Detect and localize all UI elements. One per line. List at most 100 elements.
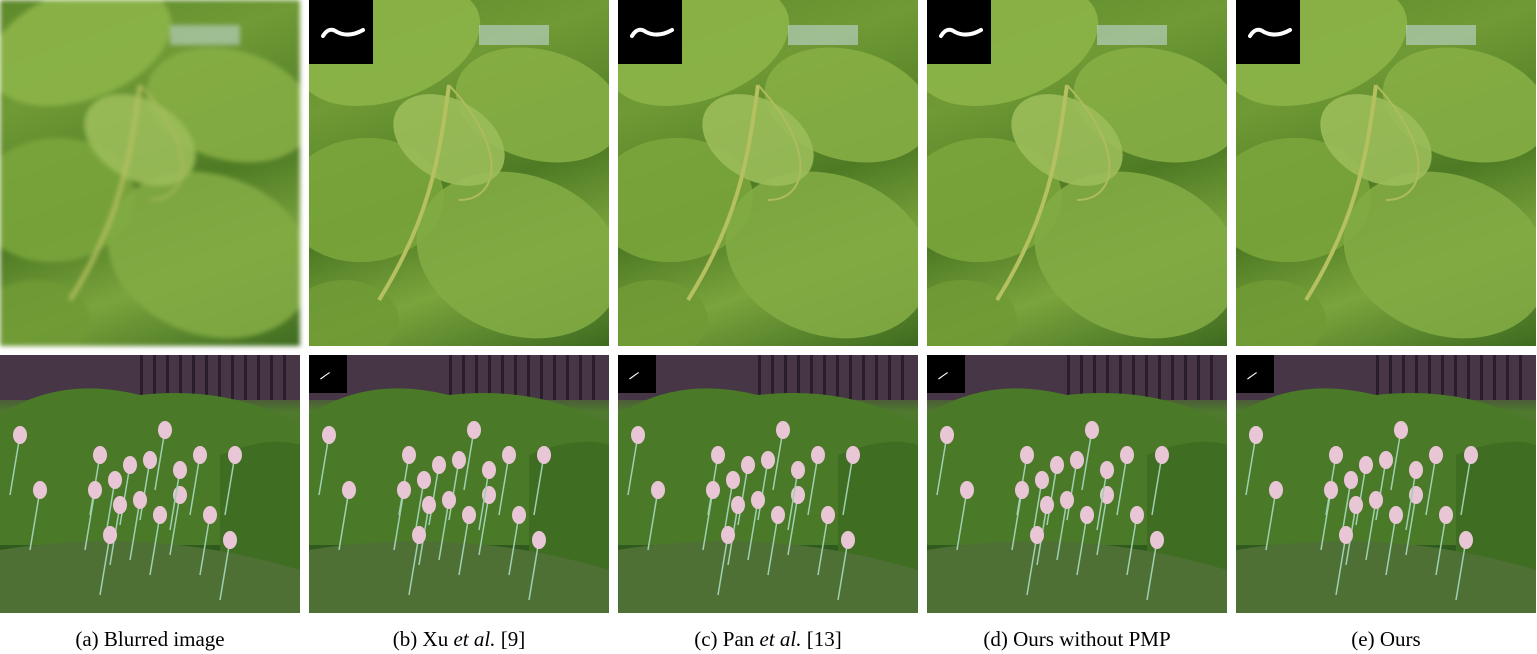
tulip-flower bbox=[397, 481, 411, 499]
tulip-flower bbox=[940, 426, 954, 444]
tulip-flower bbox=[1015, 481, 1029, 499]
tulip-flower bbox=[322, 426, 336, 444]
tulip-flower bbox=[711, 446, 725, 464]
tulip-flower bbox=[791, 461, 805, 479]
leaf-shape bbox=[309, 137, 444, 263]
caption-a: (a) Blurred image bbox=[0, 627, 300, 652]
tulip-stem bbox=[9, 434, 21, 496]
caption-d-prefix: (d) bbox=[983, 627, 1008, 651]
building-column bbox=[488, 355, 491, 400]
tulip-stem bbox=[787, 469, 799, 531]
tulip-stem bbox=[1435, 514, 1447, 576]
leaf-shape bbox=[1320, 94, 1432, 186]
building-column bbox=[810, 355, 813, 400]
building-column bbox=[153, 355, 156, 400]
tulip-stem bbox=[478, 469, 490, 531]
leaf-shape bbox=[1236, 280, 1326, 346]
leaves-blurred-image bbox=[0, 0, 300, 346]
leaf-stem bbox=[1304, 84, 1378, 302]
caption-a-prefix: (a) bbox=[75, 627, 99, 651]
tulip-flower bbox=[726, 471, 740, 489]
caption-a-main: Blurred image bbox=[103, 627, 225, 651]
building-column bbox=[179, 355, 182, 400]
tulip-flower bbox=[1060, 491, 1074, 509]
leaf-shape bbox=[309, 280, 399, 346]
building-facade bbox=[0, 355, 300, 400]
tulip-flower bbox=[1439, 506, 1453, 524]
tulip-flower bbox=[442, 491, 456, 509]
tulips-xu-result bbox=[309, 355, 609, 613]
background-highlight bbox=[1406, 25, 1476, 45]
lawn bbox=[618, 541, 918, 613]
tulip-stem bbox=[169, 494, 181, 556]
building-column bbox=[888, 355, 891, 400]
tulip-stem bbox=[478, 494, 490, 556]
tulip-flower bbox=[731, 496, 745, 514]
tulip-stem bbox=[837, 539, 849, 601]
lawn bbox=[1236, 541, 1536, 613]
tulip-flower bbox=[1329, 446, 1343, 464]
kernel-trace bbox=[629, 372, 639, 380]
tulip-stem bbox=[1375, 459, 1387, 521]
building-column bbox=[283, 355, 286, 400]
building-column bbox=[875, 355, 878, 400]
tulip-flower bbox=[532, 531, 546, 549]
tulip-flower bbox=[1150, 531, 1164, 549]
tulip-flower bbox=[193, 446, 207, 464]
blur-kernel-icon bbox=[321, 27, 365, 38]
tulip-stem bbox=[807, 454, 819, 516]
tulip-flower bbox=[1130, 506, 1144, 524]
leaves-xu-result bbox=[309, 0, 609, 346]
tulip-stem bbox=[393, 489, 405, 551]
blur-kernel-icon bbox=[939, 27, 983, 38]
tulip-flower bbox=[1085, 421, 1099, 439]
tulip-flower bbox=[846, 446, 860, 464]
building-column bbox=[1454, 355, 1457, 400]
building-column bbox=[1467, 355, 1470, 400]
tulip-stem bbox=[139, 459, 151, 521]
tulip-flower bbox=[1040, 496, 1054, 514]
tulip-stem bbox=[772, 429, 784, 491]
caption-c: (c) Pan et al. [13] bbox=[618, 627, 918, 652]
kernel-trace bbox=[939, 27, 983, 38]
blur-kernel-icon bbox=[629, 372, 639, 380]
tulip-stem bbox=[757, 459, 769, 521]
building-column bbox=[1480, 355, 1483, 400]
tulip-stem bbox=[817, 514, 829, 576]
tulip-flower bbox=[173, 461, 187, 479]
building-column bbox=[1093, 355, 1096, 400]
leaf-vein bbox=[1066, 84, 1111, 201]
caption-c-citation: [13] bbox=[806, 627, 842, 651]
tulip-flower bbox=[33, 481, 47, 499]
caption-c-main: Pan bbox=[722, 627, 755, 651]
tulip-stem bbox=[1320, 489, 1332, 551]
tulip-flower bbox=[203, 506, 217, 524]
building-facade bbox=[927, 355, 1227, 400]
building-column bbox=[475, 355, 478, 400]
leaf-shape bbox=[1011, 94, 1123, 186]
tulips-xu-kernel bbox=[309, 355, 347, 393]
tulip-stem bbox=[842, 454, 854, 516]
building-column bbox=[514, 355, 517, 400]
tulip-stem bbox=[84, 489, 96, 551]
building-column bbox=[1171, 355, 1174, 400]
tulip-flower bbox=[432, 456, 446, 474]
building-column bbox=[192, 355, 195, 400]
building-column bbox=[1145, 355, 1148, 400]
leaf-shape bbox=[927, 280, 1017, 346]
leaf-shape bbox=[107, 171, 300, 339]
building-column bbox=[1402, 355, 1405, 400]
building-column bbox=[797, 355, 800, 400]
tulip-flower bbox=[1459, 531, 1473, 549]
hedge-right bbox=[220, 441, 300, 585]
tulip-flower bbox=[467, 421, 481, 439]
leaf-scene-drawing bbox=[927, 0, 1227, 346]
leaf-shape bbox=[393, 94, 505, 186]
leaf-scene-drawing bbox=[0, 0, 300, 346]
tulip-flower bbox=[462, 506, 476, 524]
leaf-shape bbox=[416, 171, 609, 339]
leaf-vein bbox=[139, 84, 184, 201]
tulip-flower bbox=[1269, 481, 1283, 499]
building-column bbox=[771, 355, 774, 400]
tulip-stem bbox=[1056, 499, 1068, 561]
